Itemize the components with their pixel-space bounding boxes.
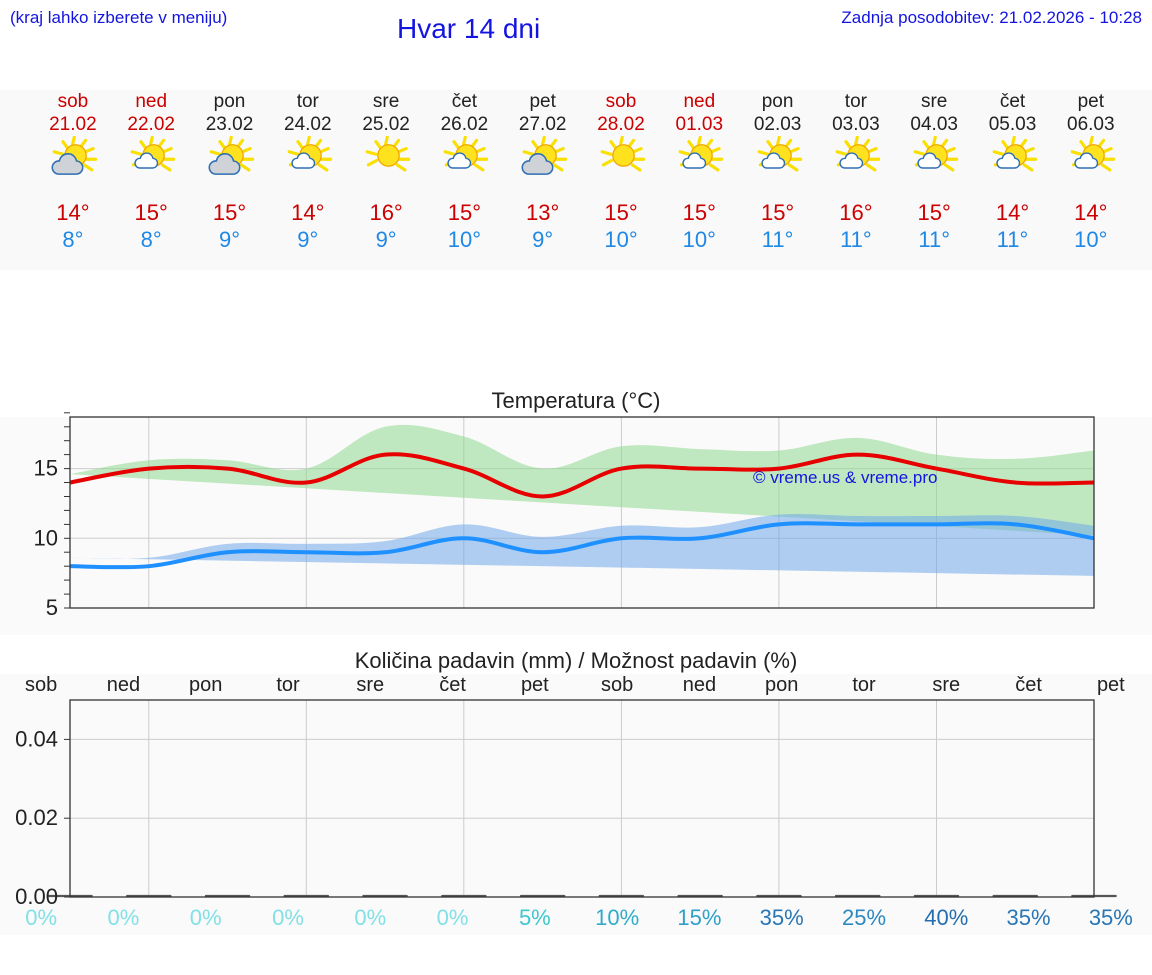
svg-text:0.02: 0.02 (15, 805, 58, 830)
svg-text:0.04: 0.04 (15, 726, 58, 751)
